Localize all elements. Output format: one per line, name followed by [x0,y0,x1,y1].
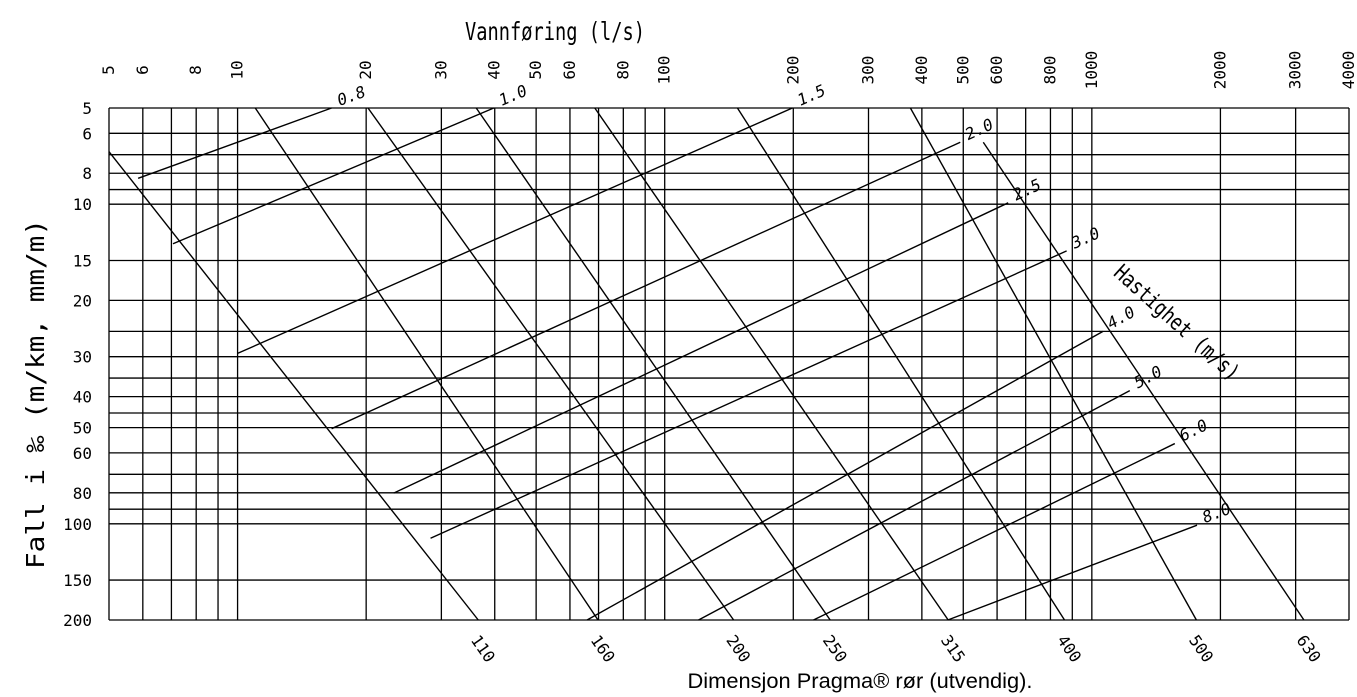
dimension-line [254,107,599,621]
velocity-line [813,442,1176,621]
x-tick-label: 50 [526,60,545,79]
y-tick-label: 80 [73,484,92,503]
x-tick-label: 3000 [1286,51,1305,90]
x-tick-label: 2000 [1210,51,1229,90]
velocity-line [331,141,961,430]
x-tick-label: 10 [228,60,247,79]
velocity-line [586,330,1104,621]
dimension-line [108,151,479,621]
dimension-line [909,107,1198,621]
x-tick-label: 20 [356,60,375,79]
y-tick-label: 6 [82,124,92,143]
x-tick-label: 5 [99,65,118,75]
x-tick-label: 100 [655,56,674,85]
y-tick-label: 150 [63,571,92,590]
velocity-label: 2.0 [962,115,996,144]
dimension-label: 500 [1185,631,1217,666]
y-tick-label: 8 [82,164,92,183]
x-tick-label: 300 [859,56,878,85]
velocity-line [172,107,495,245]
y-tick-label: 20 [73,291,92,310]
x-tick-label: 800 [1040,56,1059,85]
velocity-label: 6.0 [1176,415,1210,445]
x-tick-label: 40 [485,60,504,79]
dimension-label: 250 [819,631,851,666]
velocity-line [237,107,793,355]
y-tick-label: 60 [73,444,92,463]
y-tick-label: 40 [73,388,92,407]
y-tick-label: 100 [63,515,92,534]
x-tick-label: 4000 [1339,51,1357,90]
dimension-caption: Dimensjon Pragma® rør (utvendig). [688,670,1033,693]
velocity-label: 2.5 [1010,175,1044,205]
x-axis-title: Vannføring (l/s) [465,17,645,46]
velocity-line [947,524,1198,621]
dimension-line [475,107,831,621]
velocity-line [698,389,1131,621]
x-tick-label: 6 [133,65,152,75]
velocity-label: 5.0 [1131,362,1165,392]
y-tick-label: 200 [63,611,92,630]
dimension-label: 630 [1293,631,1325,666]
velocity-label: 1.0 [496,81,530,110]
dimension-label: 400 [1053,631,1085,666]
x-tick-label: 60 [560,60,579,79]
dimension-line [367,107,735,621]
x-tick-label: 600 [987,56,1006,85]
x-tick-label: 1000 [1082,51,1101,90]
y-tick-label: 10 [73,195,92,214]
x-tick-label: 500 [953,56,972,85]
velocity-label: 0.8 [334,82,368,110]
velocity-line [137,107,332,180]
velocity-line [393,202,1009,494]
y-tick-label: 30 [73,348,92,367]
y-tick-label: 5 [82,99,92,118]
dimension-line [594,107,949,621]
grid-lines [108,107,1350,621]
data-lines [108,107,1305,621]
x-tick-label: 400 [912,56,931,85]
velocity-label: 8.0 [1200,499,1234,527]
dimension-label: 315 [937,631,969,666]
y-axis-title: Fall i ‰ (m/km, mm/m) [21,219,50,569]
x-tick-label: 8 [186,65,205,75]
dimension-label: 200 [722,631,754,666]
velocity-line [430,250,1067,539]
x-tick-label: 30 [431,60,450,79]
y-tick-label: 15 [73,251,92,270]
x-tick-label: 80 [613,60,632,79]
dimension-label: 110 [467,631,499,666]
x-tick-label: 200 [783,56,802,85]
labels: 5 6 8 10 20 30 40 50 60 80 100 200 300 400 500 600 800 10… [63,51,1357,666]
dimension-line [736,107,1066,621]
dimension-label: 160 [587,631,619,666]
y-tick-label: 50 [73,419,92,438]
dimension-line [982,141,1305,621]
